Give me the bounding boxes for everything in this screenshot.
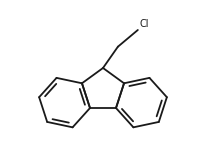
Text: Cl: Cl	[140, 19, 149, 29]
